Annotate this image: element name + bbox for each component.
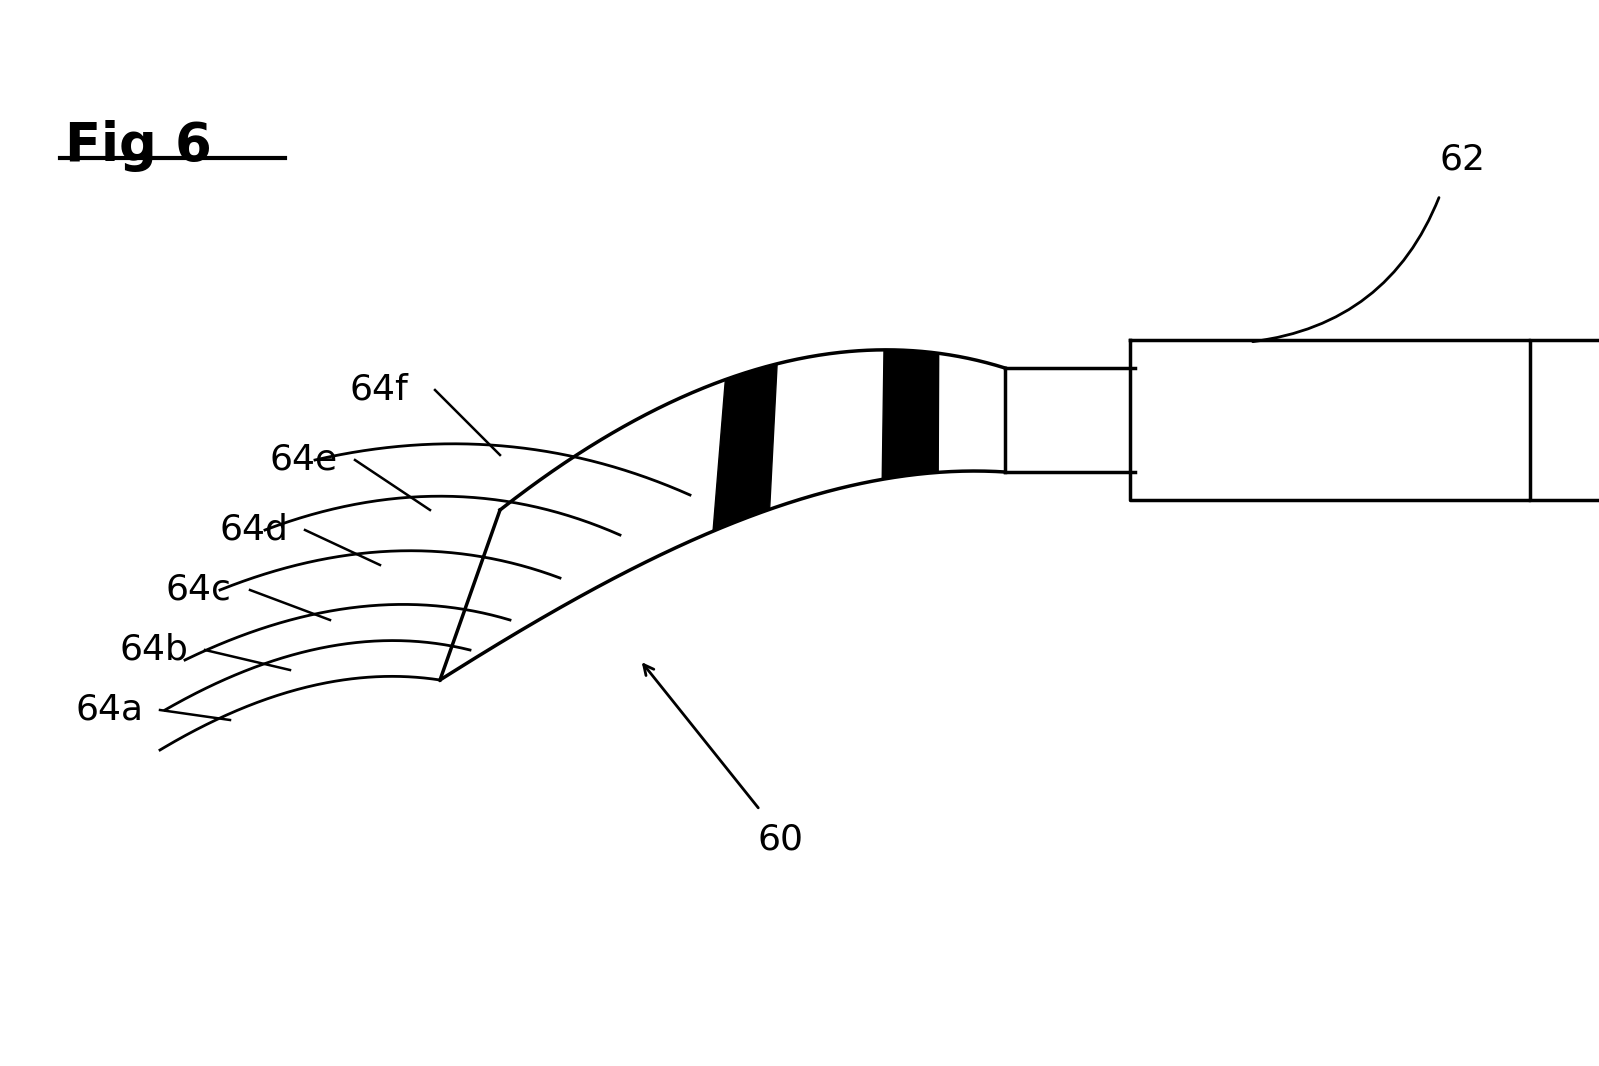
- Text: 64a: 64a: [75, 693, 142, 727]
- Text: 64d: 64d: [221, 513, 289, 547]
- Text: 60: 60: [756, 823, 803, 857]
- Polygon shape: [713, 364, 777, 531]
- Text: 64f: 64f: [350, 373, 409, 407]
- Polygon shape: [883, 350, 939, 480]
- Text: 62: 62: [1441, 143, 1485, 177]
- Text: 64c: 64c: [165, 574, 230, 607]
- Text: 64e: 64e: [270, 443, 337, 477]
- Text: 64b: 64b: [120, 633, 189, 667]
- Text: Fig 6: Fig 6: [66, 120, 213, 172]
